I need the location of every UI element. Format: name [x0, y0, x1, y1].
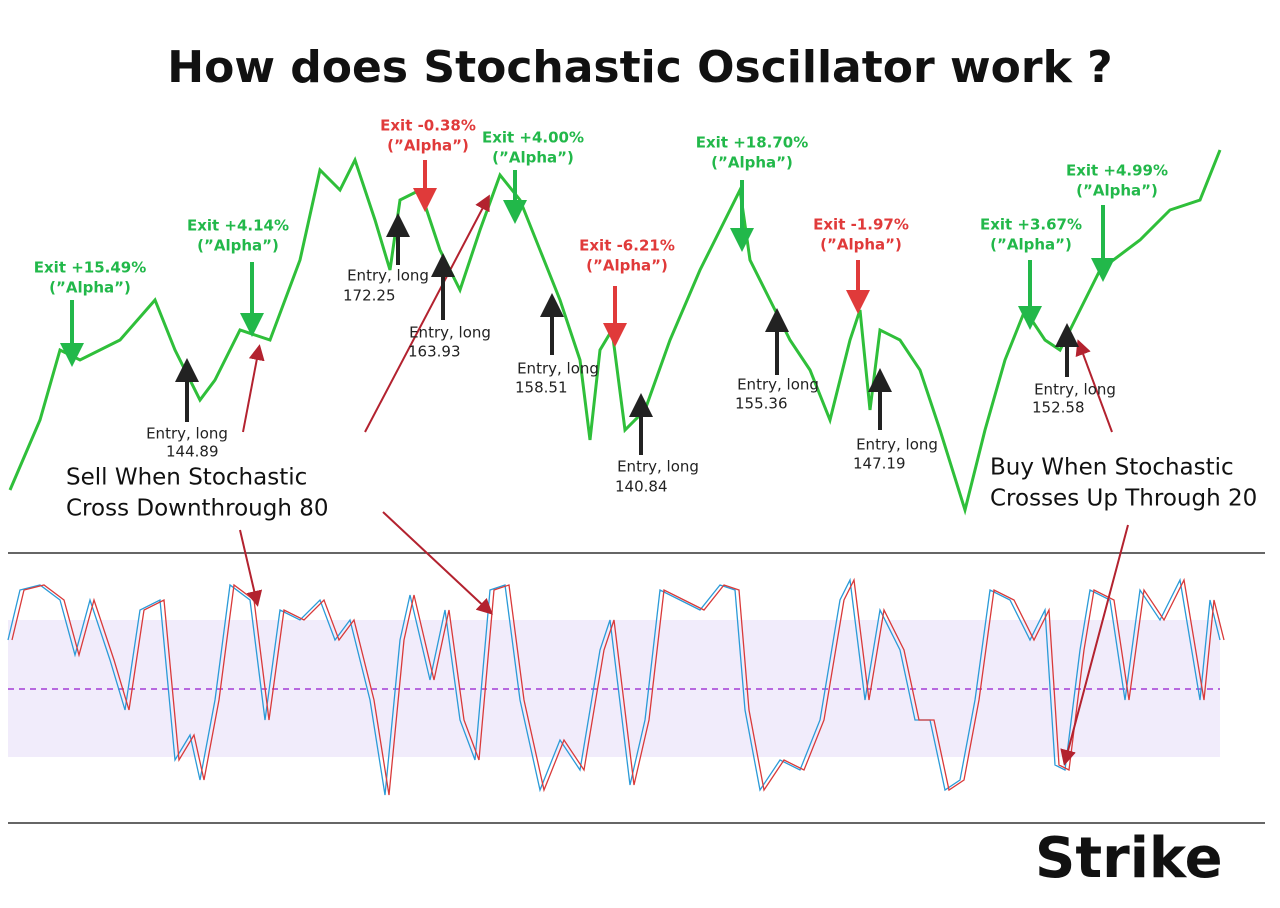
entry-label: Entry, long: [1034, 381, 1116, 399]
price-path: [8, 149, 1222, 516]
entry-label: Entry, long: [517, 360, 599, 378]
stochastic-d: [11, 577, 1225, 796]
entry-price: 144.89: [166, 443, 219, 461]
exit-label: Exit +4.14%: [187, 217, 289, 235]
entry-label: Entry, long: [409, 324, 491, 342]
entry-label: Entry, long: [737, 376, 819, 394]
exit-note: (”Alpha”): [197, 237, 279, 255]
exit-label: Exit -6.21%: [579, 237, 675, 255]
entry-label: Entry, long: [617, 458, 699, 476]
exit-label: Exit -0.38%: [380, 117, 476, 135]
callout-text: Sell When Stochastic: [66, 465, 307, 491]
exit-label: Exit +15.49%: [34, 259, 147, 277]
entry-price: 163.93: [408, 343, 461, 361]
entry-price: 172.25: [343, 287, 396, 305]
exit-label: Exit -1.97%: [813, 216, 909, 234]
exit-note: (”Alpha”): [990, 236, 1072, 254]
exit-label: Exit +18.70%: [696, 134, 809, 152]
entry-price: 158.51: [515, 379, 568, 397]
entry-price: 147.19: [853, 455, 906, 473]
logo: Strike: [1035, 826, 1223, 891]
entry-label: Entry, long: [347, 267, 429, 285]
title: How does Stochastic Oscillator work ?: [167, 42, 1112, 93]
exit-label: Exit +3.67%: [980, 216, 1082, 234]
exit-note: (”Alpha”): [820, 236, 902, 254]
callout-text: Crosses Up Through 20: [990, 486, 1257, 512]
exit-note: (”Alpha”): [586, 257, 668, 275]
callout-text: Buy When Stochastic: [990, 455, 1234, 481]
entry-label: Entry, long: [856, 436, 938, 454]
exit-note: (”Alpha”): [711, 154, 793, 172]
entry-price: 152.58: [1032, 399, 1085, 417]
exit-note: (”Alpha”): [1076, 182, 1158, 200]
exit-label: Exit +4.00%: [482, 129, 584, 147]
exit-note: (”Alpha”): [492, 149, 574, 167]
entry-label: Entry, long: [146, 425, 228, 443]
exit-note: (”Alpha”): [387, 137, 469, 155]
entry-price: 140.84: [615, 478, 668, 496]
callout-text: Cross Downthrough 80: [66, 496, 328, 522]
entry-price: 155.36: [735, 395, 788, 413]
callout-arrows: [239, 194, 1129, 766]
exit-label: Exit +4.99%: [1066, 162, 1168, 180]
exit-note: (”Alpha”): [49, 279, 131, 297]
stochastic-k: [7, 577, 1221, 796]
